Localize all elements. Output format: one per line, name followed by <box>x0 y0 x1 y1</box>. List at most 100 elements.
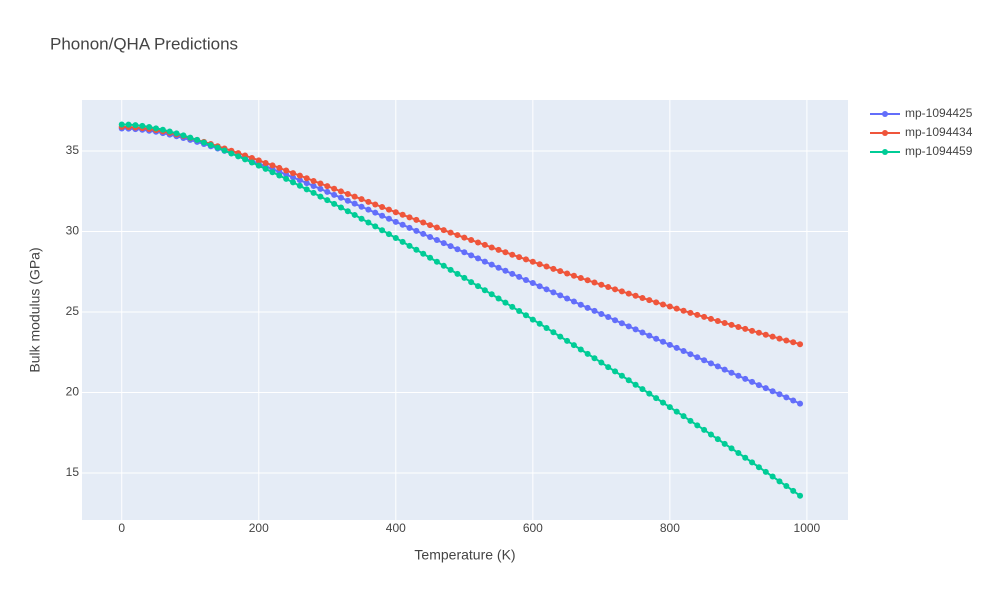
series-line <box>121 125 801 346</box>
data-point <box>550 265 557 272</box>
data-point <box>776 335 783 342</box>
data-point <box>557 333 564 340</box>
data-point <box>516 273 523 280</box>
data-point <box>248 154 255 161</box>
x-axis-title: Temperature (K) <box>414 547 515 563</box>
grid <box>82 100 848 520</box>
data-point <box>755 464 762 471</box>
data-point <box>529 258 536 265</box>
data-point <box>379 227 386 234</box>
data-point <box>276 172 283 179</box>
data-point <box>707 315 714 322</box>
data-point <box>577 275 584 282</box>
data-point <box>365 206 372 213</box>
data-point <box>406 214 413 221</box>
data-point <box>721 319 728 326</box>
data-point <box>660 301 667 308</box>
data-point <box>509 251 516 258</box>
data-point <box>783 337 790 344</box>
data-point <box>639 329 646 336</box>
data-point <box>728 369 735 376</box>
data-point <box>290 170 297 177</box>
data-point <box>790 487 797 494</box>
data-point <box>673 305 680 312</box>
y-tick-label: 15 <box>66 465 80 479</box>
data-point <box>790 339 797 346</box>
data-point <box>598 281 605 288</box>
data-point <box>433 258 440 265</box>
data-point <box>420 219 427 226</box>
data-point <box>385 215 392 222</box>
data-point <box>577 301 584 308</box>
data-point <box>475 255 482 262</box>
data-point <box>159 126 166 133</box>
data-point <box>564 337 571 344</box>
data-point <box>598 310 605 317</box>
data-point <box>372 201 379 208</box>
data-point <box>269 169 276 176</box>
data-point <box>468 279 475 286</box>
data-point <box>625 323 632 330</box>
data-point <box>461 234 468 241</box>
data-point <box>447 266 454 273</box>
data-point <box>166 128 173 135</box>
data-point <box>755 329 762 336</box>
data-point <box>522 276 529 283</box>
x-tick-label: 0 <box>118 521 125 535</box>
data-point <box>358 203 365 210</box>
data-point <box>481 258 488 265</box>
legend-label: mp-1094434 <box>905 125 973 139</box>
data-point <box>522 256 529 263</box>
data-point <box>392 218 399 225</box>
data-point <box>303 175 310 182</box>
data-point <box>221 147 228 154</box>
data-point <box>735 323 742 330</box>
data-point <box>248 159 255 166</box>
data-point <box>488 244 495 251</box>
data-point <box>749 378 756 385</box>
data-point <box>591 307 598 314</box>
data-point <box>516 308 523 315</box>
data-point <box>632 381 639 388</box>
data-point <box>337 194 344 201</box>
data-point <box>721 366 728 373</box>
data-point <box>358 196 365 203</box>
data-point <box>481 241 488 248</box>
data-point <box>372 223 379 230</box>
data-point <box>351 200 358 207</box>
data-point <box>646 390 653 397</box>
data-point <box>550 289 557 296</box>
data-point <box>255 162 262 169</box>
series-line <box>121 123 801 497</box>
data-point <box>152 125 159 132</box>
data-point <box>749 459 756 466</box>
data-point <box>612 317 619 324</box>
data-point <box>228 150 235 157</box>
data-point <box>797 341 804 348</box>
data-point <box>200 139 207 146</box>
data-point <box>495 264 502 271</box>
data-point <box>262 159 269 166</box>
data-point <box>707 360 714 367</box>
data-point <box>742 325 749 332</box>
data-point <box>331 200 338 207</box>
data-point <box>536 283 543 290</box>
data-point <box>351 193 358 200</box>
data-point <box>522 312 529 319</box>
data-point <box>242 156 249 163</box>
data-point <box>666 404 673 411</box>
data-point <box>180 132 187 139</box>
data-point <box>283 167 290 174</box>
data-point <box>481 287 488 294</box>
data-point <box>570 272 577 279</box>
data-point <box>365 219 372 226</box>
data-point <box>413 227 420 234</box>
data-point <box>461 274 468 281</box>
data-point <box>694 422 701 429</box>
data-point <box>214 144 221 151</box>
data-point <box>680 413 687 420</box>
data-point <box>187 134 194 141</box>
data-point <box>639 386 646 393</box>
data-point <box>666 341 673 348</box>
data-point <box>618 372 625 379</box>
